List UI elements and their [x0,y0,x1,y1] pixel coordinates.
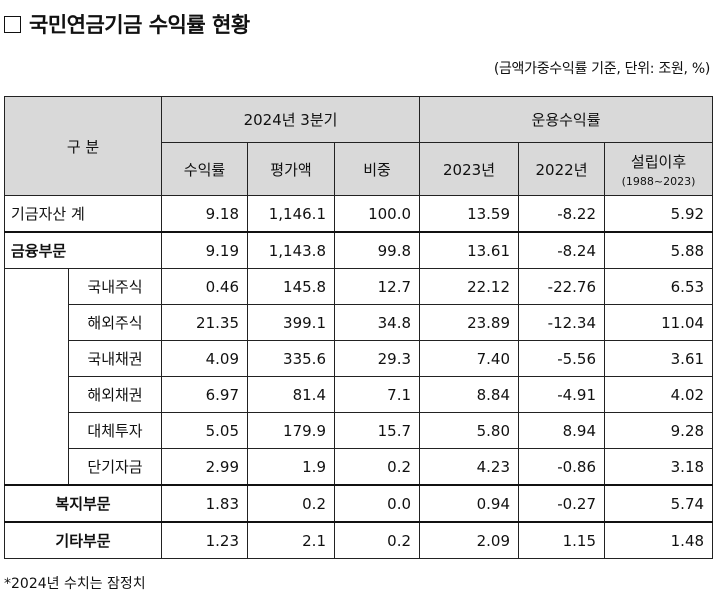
cell: 1.83 [161,484,248,523]
cell: 34.8 [333,304,421,341]
cell: 0.2 [333,448,421,486]
indent-cell [4,268,69,485]
header-category: 구 분 [4,96,162,196]
returns-table: 구 분 2024년 3분기 운용수익률 수익률 평가액 비중 2023년 202… [4,96,714,559]
cell: -8.22 [518,195,606,233]
cell: -12.34 [518,304,606,341]
cell: 22.12 [419,268,520,305]
cell: 399.1 [247,304,335,341]
cell: 100.0 [333,195,421,233]
header-col-since: 설립이후 (1988~2023) [604,142,714,196]
cell: -8.24 [518,231,606,269]
cell: 6.97 [161,376,248,413]
since-label: 설립이후 [630,152,687,171]
cell: 145.8 [247,268,335,305]
table-row: 복지부문 1.83 0.2 0.0 0.94 -0.27 5.74 [4,484,714,523]
row-label: 해외채권 [68,376,162,413]
cell: 2.99 [161,448,248,486]
cell: 5.92 [604,195,714,233]
cell: 15.7 [333,412,421,449]
header-col-value: 평가액 [247,142,335,196]
cell: 6.53 [604,268,714,305]
header-col-2022: 2022년 [518,142,606,196]
cell: 81.4 [247,376,335,413]
since-range: (1988~2023) [621,174,696,188]
cell: 9.28 [604,412,714,449]
cell: -0.86 [518,448,606,486]
cell: 8.84 [419,376,520,413]
cell: 99.8 [333,231,421,269]
table-row: 단기자금 2.99 1.9 0.2 4.23 -0.86 3.18 [5,448,714,486]
cell: 9.18 [161,195,248,233]
cell: 1.23 [161,521,248,559]
cell: 23.89 [419,304,520,341]
cell: 3.18 [604,448,714,486]
header-col-2023: 2023년 [419,142,520,196]
table-row: 대체투자 5.05 179.9 15.7 5.80 8.94 9.28 [5,412,714,449]
cell: 8.94 [518,412,606,449]
table-row: 기타부문 1.23 2.1 0.2 2.09 1.15 1.48 [4,521,714,559]
cell: 1,146.1 [247,195,335,233]
row-label: 국내주식 [68,268,162,305]
cell: 0.94 [419,484,520,523]
cell: 2.09 [419,521,520,559]
cell: 0.2 [247,484,335,523]
cell: 1,143.8 [247,231,335,269]
table-row: 국내채권 4.09 335.6 29.3 7.40 -5.56 3.61 [5,340,714,377]
cell: 5.80 [419,412,520,449]
table-row: 해외채권 6.97 81.4 7.1 8.84 -4.91 4.02 [5,376,714,413]
cell: 179.9 [247,412,335,449]
cell: -5.56 [518,340,606,377]
cell: 5.74 [604,484,714,523]
cell: 1.9 [247,448,335,486]
title-text: 국민연금기금 수익률 현황 [29,13,250,37]
cell: 4.23 [419,448,520,486]
footnote: *2024년 수치는 잠정치 [4,576,146,592]
cell: 11.04 [604,304,714,341]
cell: 5.88 [604,231,714,269]
row-label: 단기자금 [68,448,162,486]
cell: 1.15 [518,521,606,559]
row-label: 해외주식 [68,304,162,341]
row-label: 복지부문 [4,484,162,523]
cell: 2.1 [247,521,335,559]
unit-note: (금액가중수익률 기준, 단위: 조원, %) [493,61,710,77]
page-title: 국민연금기금 수익률 현황 [4,9,250,39]
header-col-return: 수익률 [161,142,248,196]
cell: 4.09 [161,340,248,377]
row-label: 국내채권 [68,340,162,377]
cell: 0.46 [161,268,248,305]
cell: -22.76 [518,268,606,305]
cell: 1.48 [604,521,714,559]
cell: 5.05 [161,412,248,449]
cell: 0.0 [333,484,421,523]
cell: 21.35 [161,304,248,341]
table-row: 금융부문 9.19 1,143.8 99.8 13.61 -8.24 5.88 [4,231,714,269]
table-row: 기금자산 계 9.18 1,146.1 100.0 13.59 -8.22 5.… [4,195,714,233]
cell: 7.1 [333,376,421,413]
row-label: 대체투자 [68,412,162,449]
cell: 4.02 [604,376,714,413]
cell: 12.7 [333,268,421,305]
header-col-share: 비중 [333,142,421,196]
table-row: 국내주식 0.46 145.8 12.7 22.12 -22.76 6.53 [4,268,714,485]
row-label: 기타부문 [4,521,162,559]
row-label: 기금자산 계 [4,195,162,233]
cell: 13.59 [419,195,520,233]
table-row: 해외주식 21.35 399.1 34.8 23.89 -12.34 11.04 [5,304,714,341]
square-bullet-icon [4,16,21,33]
cell: 13.61 [419,231,520,269]
cell: 3.61 [604,340,714,377]
cell: -4.91 [518,376,606,413]
cell: -0.27 [518,484,606,523]
cell: 29.3 [333,340,421,377]
cell: 7.40 [419,340,520,377]
cell: 0.2 [333,521,421,559]
cell: 335.6 [247,340,335,377]
cell: 9.19 [161,231,248,269]
header-group-return: 운용수익률 [419,96,714,143]
header-group-2024: 2024년 3분기 [160,96,421,143]
row-label: 금융부문 [4,231,162,269]
